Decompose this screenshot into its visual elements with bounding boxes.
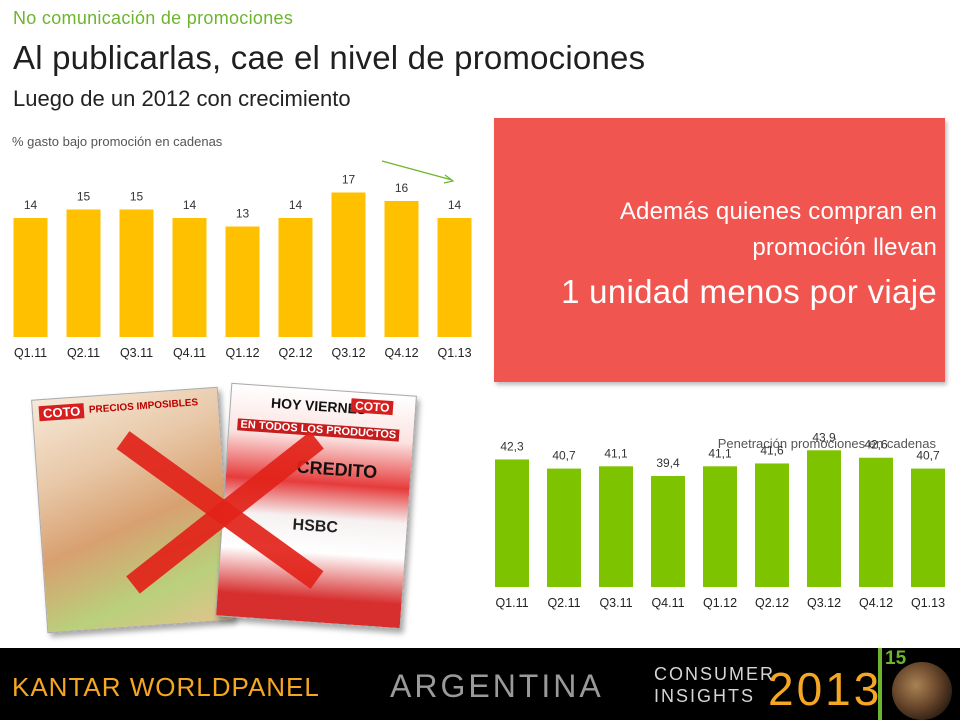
bar-Q1.11 bbox=[495, 459, 529, 587]
data-label-Q2.12: 14 bbox=[289, 198, 303, 212]
page-number: 15 bbox=[885, 648, 907, 669]
tick-label-Q1.11: Q1.11 bbox=[495, 596, 528, 610]
section-kicker: No comunicación de promociones bbox=[13, 8, 294, 28]
bar-Q1.11 bbox=[13, 218, 48, 337]
tick-label-Q2.12: Q2.12 bbox=[278, 346, 312, 360]
callout-box: Además quienes compran en promoción llev… bbox=[494, 118, 945, 382]
tick-label-Q3.12: Q3.12 bbox=[807, 596, 841, 610]
data-label-Q3.11: 15 bbox=[130, 190, 144, 204]
bar-Q4.11 bbox=[172, 218, 207, 337]
tick-label-Q4.11: Q4.11 bbox=[651, 596, 684, 610]
callout-line-3: 1 unidad menos por viaje bbox=[561, 273, 937, 310]
globe-icon bbox=[892, 662, 952, 720]
footer-country: ARGENTINA bbox=[390, 668, 604, 704]
bar-Q1.13 bbox=[437, 218, 472, 337]
bar-Q2.11 bbox=[547, 468, 581, 587]
tick-label-Q4.11: Q4.11 bbox=[173, 346, 206, 360]
bar-Q3.11 bbox=[119, 209, 154, 337]
footer-consumer: CONSUMER bbox=[654, 664, 776, 684]
chart-title: Penetración promociones en cadenas bbox=[718, 436, 937, 451]
tick-label-Q1.11: Q1.11 bbox=[14, 346, 47, 360]
footer-year: 2013 bbox=[768, 663, 883, 715]
data-label-Q1.11: 14 bbox=[24, 198, 38, 212]
bar-Q2.12 bbox=[278, 218, 313, 337]
data-label-Q1.13: 14 bbox=[448, 198, 462, 212]
tick-label-Q2.11: Q2.11 bbox=[67, 346, 100, 360]
data-label-Q1.11: 42,3 bbox=[500, 439, 524, 453]
bar-Q3.12 bbox=[331, 192, 366, 337]
bar-Q2.12 bbox=[755, 463, 789, 587]
bar-Q1.12 bbox=[225, 226, 260, 337]
tick-label-Q1.12: Q1.12 bbox=[703, 596, 737, 610]
bar-Q3.12 bbox=[807, 450, 841, 587]
tick-label-Q1.13: Q1.13 bbox=[437, 346, 471, 360]
bar-Q4.12 bbox=[859, 457, 893, 587]
footer-insights: INSIGHTS bbox=[654, 686, 756, 706]
bar-Q3.11 bbox=[599, 466, 633, 587]
bar-Q4.12 bbox=[384, 201, 419, 337]
tick-label-Q1.12: Q1.12 bbox=[225, 346, 259, 360]
tick-label-Q3.11: Q3.11 bbox=[120, 346, 153, 360]
bar-Q1.12 bbox=[703, 466, 737, 587]
tick-label-Q2.12: Q2.12 bbox=[755, 596, 789, 610]
callout-line-2: promoción llevan bbox=[752, 234, 937, 261]
data-label-Q1.12: 13 bbox=[236, 207, 250, 221]
data-label-Q2.12: 41,6 bbox=[760, 443, 784, 457]
chart-gasto-promocion: % gasto bajo promoción en cadenas 14 15 15… bbox=[12, 134, 472, 360]
tick-label-Q2.11: Q2.11 bbox=[547, 596, 580, 610]
data-label-Q2.11: 15 bbox=[77, 190, 91, 204]
tick-label-Q3.12: Q3.12 bbox=[331, 346, 365, 360]
flyers-image: COTO PRECIOS IMPOSIBLES HOY VIERNES COTO… bbox=[25, 382, 445, 635]
slide-subtitle: Luego de un 2012 con crecimiento bbox=[13, 86, 351, 111]
footer-bar: KANTAR WORLDPANEL ARGENTINA CONSUMER INS… bbox=[0, 648, 960, 720]
data-label-Q4.12: 16 bbox=[395, 181, 409, 195]
callout-line-1: Además quienes compran en bbox=[619, 198, 937, 225]
bar-Q2.11 bbox=[66, 209, 101, 337]
data-label-Q2.11: 40,7 bbox=[552, 449, 576, 463]
tick-label-Q4.12: Q4.12 bbox=[384, 346, 418, 360]
chart-title: % gasto bajo promoción en cadenas bbox=[12, 134, 223, 149]
data-label-Q3.12: 43,9 bbox=[812, 430, 836, 444]
tick-label-Q4.12: Q4.12 bbox=[859, 596, 893, 610]
bar-Q4.11 bbox=[651, 476, 685, 587]
trend-arrow-icon bbox=[381, 160, 455, 184]
data-label-Q1.13: 40,7 bbox=[916, 449, 940, 463]
slide-title: Al publicarlas, cae el nivel de promocio… bbox=[13, 39, 646, 76]
data-label-Q3.12: 17 bbox=[342, 173, 356, 187]
brand-logo: KANTAR WORLDPANEL bbox=[12, 672, 320, 702]
data-label-Q4.11: 39,4 bbox=[656, 456, 680, 470]
footer-divider bbox=[878, 648, 882, 720]
data-label-Q1.12: 41,1 bbox=[708, 446, 732, 460]
data-label-Q4.12: 42,6 bbox=[864, 438, 888, 452]
bar-Q1.13 bbox=[911, 468, 945, 587]
tick-label-Q3.11: Q3.11 bbox=[599, 596, 632, 610]
tick-label-Q1.13: Q1.13 bbox=[911, 596, 945, 610]
data-label-Q3.11: 41,1 bbox=[604, 446, 628, 460]
data-label-Q4.11: 14 bbox=[183, 198, 197, 212]
chart-penetracion-promociones: Penetración promociones en cadenas 42,3 4… bbox=[495, 430, 945, 610]
red-x-icon bbox=[116, 431, 324, 594]
